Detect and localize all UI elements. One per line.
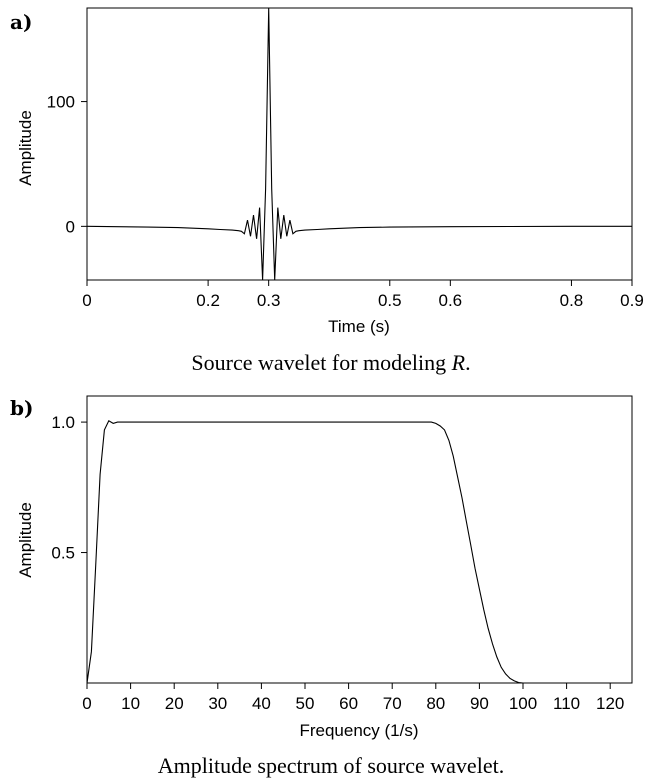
panel-b-x-tick-label: 120 — [596, 694, 624, 713]
panel-a: a) 0 0.2 0.3 0.5 0.6 0.8 0.9 0 100 Time (s) Amp… — [10, 7, 644, 375]
panel-a-x-tick-label: 0.9 — [620, 291, 644, 310]
panel-b-x-tick-label: 70 — [383, 694, 402, 713]
panel-a-x-tick-label: 0.8 — [560, 291, 584, 310]
panel-b: b) 0 10 20 30 40 50 60 70 80 90 100 110 120 0.5 1.0 F… — [10, 395, 633, 778]
panel-a-caption: Source wavelet for modeling R. — [191, 350, 470, 375]
panel-a-caption-text: Source wavelet for modeling — [191, 350, 451, 375]
panel-a-y-tick-label: 100 — [47, 93, 75, 112]
panel-b-x-tick-label: 110 — [553, 694, 580, 713]
panel-b-x-tick-label: 50 — [296, 694, 315, 713]
panel-b-y-tick-label: 1.0 — [51, 413, 75, 432]
panel-a-x-ticks: 0 0.2 0.3 0.5 0.6 0.8 0.9 — [82, 280, 644, 310]
panel-a-y-tick-label: 0 — [66, 217, 75, 236]
panel-b-caption: Amplitude spectrum of source wavelet. — [158, 753, 504, 778]
panel-b-x-ticks: 0 10 20 30 40 50 60 70 80 90 100 110 120 — [82, 683, 624, 713]
panel-b-x-axis-label: Frequency (1/s) — [299, 721, 418, 740]
panel-a-y-axis-label: Amplitude — [16, 110, 35, 186]
panel-b-x-tick-label: 100 — [509, 694, 537, 713]
panel-b-x-tick-label: 40 — [252, 694, 271, 713]
panel-b-label: b) — [10, 396, 33, 420]
panel-a-x-tick-label: 0.3 — [257, 291, 281, 310]
panel-a-x-tick-label: 0.2 — [196, 291, 220, 310]
panel-b-x-tick-label: 80 — [426, 694, 445, 713]
panel-b-x-tick-label: 20 — [165, 694, 184, 713]
panel-a-wavelet-line — [86, 7, 632, 281]
panel-a-y-ticks: 0 100 — [47, 93, 87, 236]
panel-a-x-tick-label: 0.6 — [439, 291, 463, 310]
panel-b-plot-frame — [86, 395, 633, 684]
panel-a-caption-symbol: R — [451, 350, 466, 375]
panel-a-label: a) — [10, 10, 32, 34]
panel-b-y-ticks: 0.5 1.0 — [51, 413, 87, 563]
panel-b-x-tick-label: 60 — [339, 694, 358, 713]
panel-b-x-tick-label: 0 — [82, 694, 91, 713]
panel-a-x-axis-label: Time (s) — [328, 317, 390, 336]
panel-b-x-tick-label: 10 — [121, 694, 140, 713]
panel-a-x-tick-label: 0 — [82, 291, 91, 310]
panel-a-x-tick-label: 0.5 — [378, 291, 402, 310]
panel-b-spectrum-line — [86, 420, 524, 684]
panel-b-y-tick-label: 0.5 — [51, 544, 75, 563]
panel-b-y-axis-label: Amplitude — [16, 502, 35, 578]
panel-b-x-tick-label: 30 — [208, 694, 227, 713]
panel-a-caption-period: . — [465, 350, 471, 375]
panel-a-plot-frame — [86, 7, 633, 281]
panel-b-x-tick-label: 90 — [470, 694, 489, 713]
